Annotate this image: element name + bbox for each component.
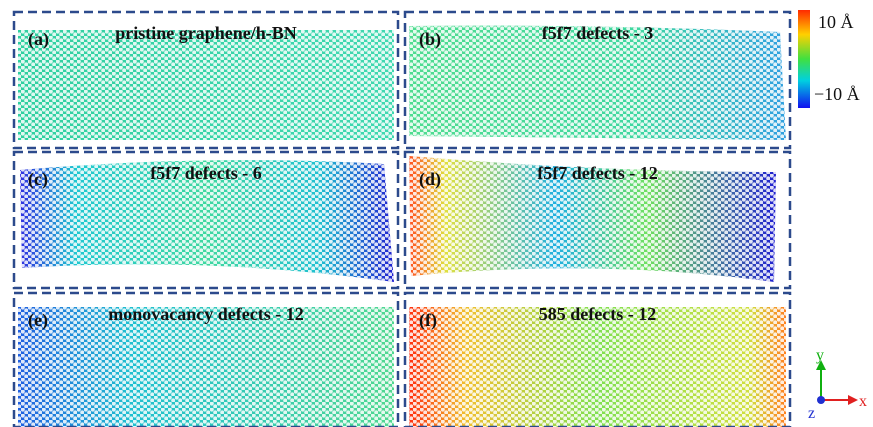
lattice bbox=[20, 160, 394, 282]
panel: (a) pristine graphene/h-BN bbox=[12, 10, 400, 150]
panel-label: (a) bbox=[28, 29, 49, 50]
panel: (f) 585 defects - 12 bbox=[403, 291, 792, 427]
lattice bbox=[409, 156, 776, 282]
panel-label: (e) bbox=[28, 310, 48, 331]
panels: (a) pristine graphene/h-BN (b) f5f7 defects… bbox=[12, 10, 792, 427]
panel-title: f5f7 defects - 12 bbox=[537, 163, 657, 183]
panel-title: pristine graphene/h-BN bbox=[115, 23, 297, 43]
axis-x: x bbox=[859, 393, 867, 410]
axis-z: z bbox=[808, 405, 815, 422]
lattice bbox=[409, 307, 786, 427]
panel-title: f5f7 defects - 3 bbox=[542, 23, 653, 43]
panel-title: monovacancy defects - 12 bbox=[108, 304, 303, 324]
colorbar-max: 10 Å bbox=[818, 12, 854, 32]
panel-label: (d) bbox=[419, 169, 441, 190]
panel-title: 585 defects - 12 bbox=[539, 304, 656, 324]
colorbar bbox=[798, 10, 810, 108]
panel-label: (f) bbox=[419, 310, 437, 331]
panel-label: (c) bbox=[28, 169, 48, 190]
panel: (b) f5f7 defects - 3 bbox=[403, 10, 792, 150]
colorbar-min: −10 Å bbox=[814, 84, 860, 104]
panel-border bbox=[403, 291, 792, 427]
panel: (c) f5f7 defects - 6 bbox=[12, 150, 400, 290]
panel-border bbox=[12, 10, 400, 150]
panel-border bbox=[403, 150, 792, 290]
panel-border bbox=[403, 10, 792, 150]
panel-title: f5f7 defects - 6 bbox=[150, 163, 261, 183]
panel-label: (b) bbox=[419, 29, 441, 50]
lattice bbox=[18, 307, 394, 427]
panel: (d) f5f7 defects - 12 bbox=[403, 150, 792, 290]
lattice bbox=[409, 25, 786, 141]
axis-y: y bbox=[816, 347, 824, 364]
panel: (e) monovacancy defects - 12 bbox=[12, 291, 400, 427]
axes-icon: y x z bbox=[808, 347, 867, 422]
panel-border bbox=[12, 150, 400, 290]
lattice bbox=[18, 30, 394, 140]
panel-border bbox=[12, 291, 400, 427]
